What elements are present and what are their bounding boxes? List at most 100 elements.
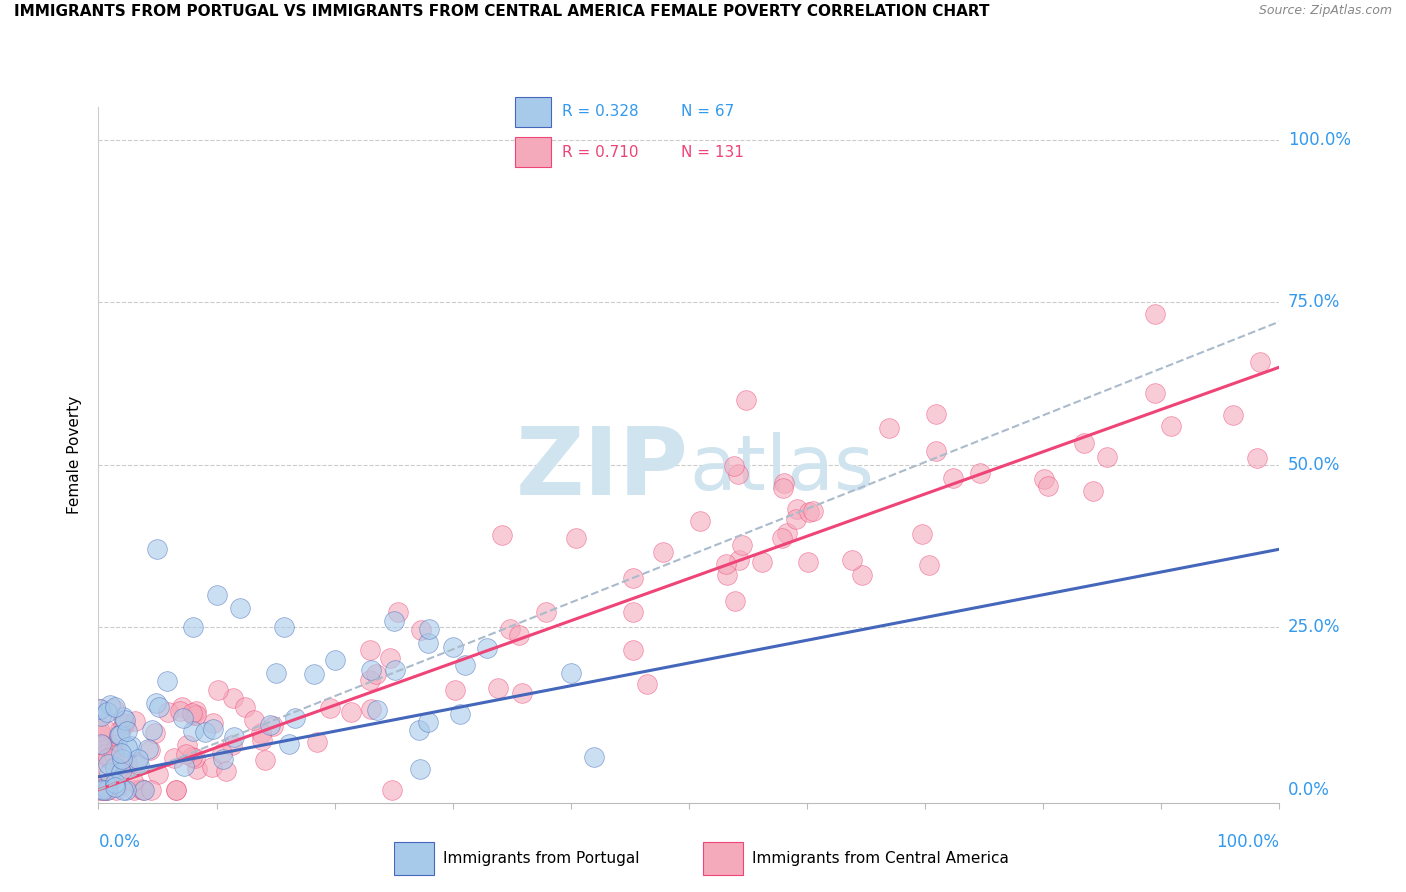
Point [359,673,381,687]
Point [183,751,205,765]
Point [925,407,948,421]
Point [1033,472,1056,486]
Point [125,755,148,769]
Point [716,567,738,582]
Point [384,663,406,677]
Point [96,777,118,791]
Point [107,737,129,751]
Point [785,511,807,525]
Point [103,741,125,756]
Text: R = 0.710: R = 0.710 [562,145,638,160]
Point [110,747,132,761]
Point [112,716,135,731]
Point [259,717,281,731]
Point [90,782,112,797]
Point [103,780,125,795]
Text: 0.0%: 0.0% [1288,780,1330,799]
Point [90,782,112,797]
Point [651,545,673,559]
Point [381,782,404,797]
Point [156,674,179,689]
Point [98,765,121,780]
Point [105,782,128,797]
Point [97,757,120,772]
Point [139,743,162,757]
Point [122,774,145,789]
Point [925,444,948,458]
Point [194,725,217,739]
Point [851,567,873,582]
Point [100,752,122,766]
Point [1222,408,1244,422]
Point [724,594,747,608]
Point [115,762,138,776]
Point [97,776,120,790]
Point [163,751,186,765]
Point [122,782,145,797]
Point [304,667,326,681]
Point [714,557,737,571]
Point [797,555,820,569]
Point [183,708,205,723]
Text: 0.0%: 0.0% [98,833,141,851]
Point [111,752,134,766]
Point [408,723,430,738]
Point [772,481,794,495]
Point [93,721,115,735]
Point [416,714,439,729]
Point [1143,385,1166,400]
Point [90,738,112,752]
Point [129,781,152,796]
Point [103,747,125,762]
Point [359,643,381,657]
Point [1246,450,1268,465]
Point [108,728,131,742]
Text: Immigrants from Portugal: Immigrants from Portugal [443,851,640,866]
Point [201,760,224,774]
Point [169,704,191,718]
Point [111,782,134,797]
Point [114,713,136,727]
Point [211,752,233,766]
Point [366,666,388,681]
Point [449,706,471,721]
Point [689,515,711,529]
Point [512,686,534,700]
Point [100,698,122,712]
Point [728,552,751,566]
Point [181,620,204,634]
Point [1095,450,1118,465]
Point [801,503,824,517]
Point [253,753,276,767]
Point [773,475,796,490]
Point [104,760,127,774]
Text: IMMIGRANTS FROM PORTUGAL VS IMMIGRANTS FROM CENTRAL AMERICA FEMALE POVERTY CORRE: IMMIGRANTS FROM PORTUGAL VS IMMIGRANTS F… [14,4,990,20]
Point [96,737,118,751]
Text: Immigrants from Central America: Immigrants from Central America [752,851,1010,866]
Point [132,782,155,797]
Point [141,723,163,737]
Point [205,588,228,602]
Point [201,715,224,730]
Point [786,502,808,516]
Point [264,665,287,680]
Point [1249,355,1271,369]
Point [120,739,142,753]
Point [89,702,111,716]
Point [621,571,644,585]
Text: atlas: atlas [689,432,873,506]
Point [114,717,136,731]
Point [128,758,150,772]
Point [108,723,131,738]
Point [94,747,117,761]
Point [418,622,440,636]
Text: 100.0%: 100.0% [1288,130,1351,149]
Point [165,782,187,797]
Point [103,745,125,759]
Point [621,605,644,619]
FancyBboxPatch shape [515,97,551,127]
Point [879,421,901,435]
Text: 75.0%: 75.0% [1288,293,1340,311]
Point [201,723,224,737]
Point [409,624,432,638]
